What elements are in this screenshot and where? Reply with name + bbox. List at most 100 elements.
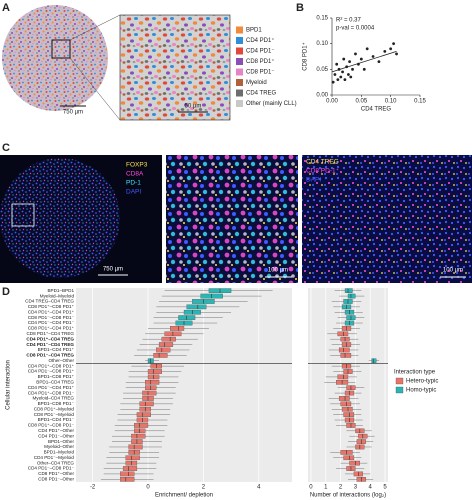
row-label: CD8 PD1⁻–CD4 TREG (26, 353, 74, 358)
box (340, 353, 352, 358)
y-axis-label: Cellular interaction (6, 360, 12, 410)
row-label: CD8 PD1⁺–CD8 PD1⁻ (28, 423, 75, 428)
zoom-line (69, 57, 121, 121)
row-label: CD4 PD1⁺–CD4 TREG (26, 336, 74, 341)
row-label: CD4 PD1⁺–CD8 PD1⁻ (28, 390, 75, 395)
box (156, 347, 171, 353)
point (359, 57, 363, 61)
point (348, 60, 351, 64)
row-label: BPD1–BPD1 (47, 288, 74, 293)
legend-label: CD4 TREG (246, 91, 277, 97)
row-label: CD8 PD1⁺–CD4 PD1⁺ (28, 326, 75, 331)
box (145, 379, 160, 385)
row-label: CD4 PD1⁻–Other (38, 433, 74, 438)
box (337, 331, 349, 337)
x-tick-label: 0.00 (326, 99, 338, 105)
point (342, 57, 346, 61)
box (338, 396, 350, 401)
row-label: BPD1–CD4 TREG (36, 380, 74, 385)
panel-label: B (296, 2, 304, 14)
overlay-label: CD8 PD-1⁺ (306, 168, 340, 175)
legend-label: Other (mainly CLL) (246, 101, 297, 107)
row-label: CD8 PD1⁺–CD4 TREG (26, 331, 74, 336)
row-label: CD4 PD1⁺–CD4 PD1⁺ (28, 309, 75, 314)
row-label: BPD1–CD8 PD1⁺ (38, 374, 75, 379)
y-axis-label: CD8 PD1⁺ (302, 42, 309, 71)
row-label: CD4 PD1⁺–Other (38, 428, 74, 433)
row-label: Myeloid–Other (44, 444, 74, 449)
box (349, 460, 361, 466)
legend-swatch (236, 37, 243, 44)
panel-label: C (2, 142, 10, 154)
row-label: BPD1–CD4 PD1⁺ (38, 347, 75, 352)
legend-label: Hetero-typic (406, 379, 438, 385)
box (338, 347, 350, 353)
y-tick-label: 0.00 (316, 93, 328, 99)
legend-swatch (236, 26, 243, 34)
row-label: CD8 PD1⁻–Other (38, 477, 74, 482)
box (122, 466, 138, 471)
row-label: CD8 PD1⁻–CD8 PD1⁻ (28, 315, 75, 320)
box (136, 412, 151, 417)
row-label: Myeloid–Myeloid (40, 293, 75, 298)
legend-swatch (395, 386, 404, 394)
inset-image (119, 14, 231, 121)
plot-bg (308, 288, 388, 482)
legend-swatch (236, 79, 243, 86)
zoom-box (11, 203, 35, 227)
row-label: BPD1–Other (48, 439, 75, 444)
scale-label: 750 µm (103, 267, 123, 273)
legend-label: Homo-typic (406, 388, 436, 394)
row-label: CD4 PD1⁻–Myeloid (34, 455, 75, 460)
overlay-image (302, 155, 472, 283)
box (341, 406, 353, 412)
row-label: CD4 PD1⁺–CD8 PD1⁺ (28, 363, 75, 368)
point (354, 52, 357, 56)
zoom-line (69, 14, 121, 41)
legend-label: BPD1 (246, 28, 262, 34)
panel-label: D (2, 286, 10, 298)
x-tick-label: 4 (257, 485, 261, 491)
annotation: p-val = 0.0004 (336, 26, 375, 32)
x-axis-label: Enrichment/ depletion (155, 493, 213, 499)
row-label: CD8 PD1⁺–Other (38, 471, 74, 476)
row-label: Other–Other (48, 358, 74, 363)
legend-swatch (236, 89, 243, 97)
point (333, 73, 337, 76)
point (331, 80, 335, 84)
x-tick-label: 0.05 (355, 99, 367, 105)
box (120, 471, 135, 477)
channel-label: PD-1 (126, 180, 141, 187)
point (337, 67, 341, 71)
row-label: CD4 PD1⁻–CD4 PD1⁺ (28, 385, 75, 390)
point (345, 65, 349, 69)
scale-label: 100 µm (443, 268, 463, 274)
row-label: CD8 PD1⁻–Myeloid (34, 412, 75, 417)
point (335, 62, 339, 66)
point (395, 52, 398, 56)
point (365, 47, 369, 51)
box (343, 455, 355, 461)
legend-swatch (236, 68, 243, 76)
box (344, 288, 353, 293)
box (125, 455, 140, 461)
point (389, 47, 393, 51)
row-label: CD8 PD1⁺–Myeloid (34, 406, 75, 411)
channel-legend: FOXP3 CD8A PD-1 DAPI (126, 162, 148, 196)
annotation: R² = 0.37 (336, 18, 362, 24)
y-tick-label: 0.10 (316, 41, 328, 47)
box (158, 342, 174, 347)
overlay-legend: CD4 TREG CD8 PD-1⁺ DAPI (306, 159, 340, 184)
point (351, 67, 354, 71)
legend-swatch (236, 100, 243, 107)
legend-swatch (395, 377, 404, 385)
x-axis-label: Number of interactions (log₂) (310, 493, 386, 499)
scatter-plot: 0.00 0.05 0.10 0.15 0.00 0.05 0.10 0.15 CD4 TREG… (302, 16, 427, 113)
zoom-box (51, 39, 71, 59)
fit-line (331, 50, 397, 73)
box (371, 358, 377, 364)
x-tick-label: 4 (369, 485, 373, 491)
box (120, 476, 135, 482)
row-label: CD4 PD1⁻–CD4 PD1⁻ (28, 320, 75, 325)
point (357, 62, 360, 66)
